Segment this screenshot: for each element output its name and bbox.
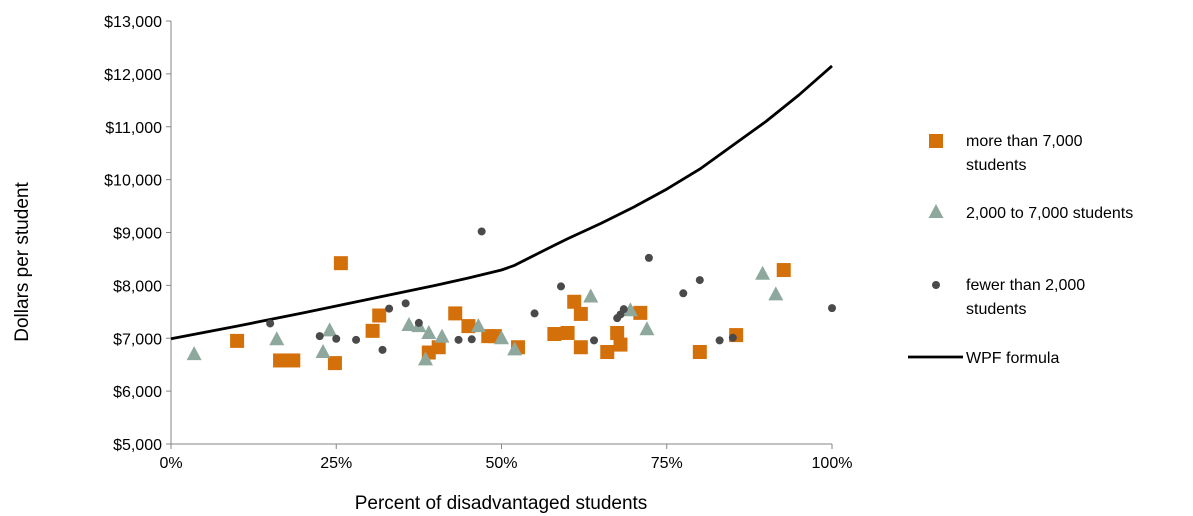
point-small-district <box>378 345 387 354</box>
y-tick-label: $12,000 <box>104 67 162 84</box>
tick-labels: $5,000 $6,000 $7,000 $8,000 $9,000 $10,000 $11… <box>104 14 852 472</box>
axes <box>166 20 833 449</box>
point-medium-district <box>583 288 599 303</box>
point-large-district <box>573 340 588 355</box>
point-large-district <box>547 327 562 342</box>
point-medium-district <box>421 324 437 339</box>
point-medium-district <box>269 331 285 346</box>
point-large-district <box>327 356 342 371</box>
point-large-district <box>286 353 301 368</box>
legend-label-1: more than 7,000 <box>966 133 1083 150</box>
point-medium-district <box>315 343 331 358</box>
point-large-district <box>365 323 380 338</box>
point-medium-district <box>768 286 784 301</box>
legend-marker-3 <box>932 281 940 289</box>
point-large-district <box>610 325 625 340</box>
legend-marker-1 <box>929 134 943 148</box>
y-tick-label: $9,000 <box>113 226 162 243</box>
legend-label-3: students <box>966 301 1026 318</box>
point-small-district <box>414 318 423 327</box>
point-large-district <box>692 344 707 359</box>
point-large-district <box>613 337 628 352</box>
y-tick-label: $13,000 <box>104 14 162 31</box>
point-medium-district <box>507 341 523 356</box>
point-large-district <box>573 306 588 321</box>
x-tick-label: 25% <box>320 455 352 472</box>
point-medium-district <box>622 302 638 317</box>
point-medium-district <box>470 318 486 333</box>
y-tick-label: $10,000 <box>104 173 162 190</box>
point-large-district <box>230 333 245 348</box>
y-tick-label: $6,000 <box>113 384 162 401</box>
y-tick-label: $8,000 <box>113 278 162 295</box>
point-large-district <box>431 340 446 355</box>
legend-label-3: fewer than 2,000 <box>966 277 1085 294</box>
y-tick-label: $7,000 <box>113 331 162 348</box>
legend-label-1: students <box>966 157 1026 174</box>
point-large-district <box>461 319 476 334</box>
point-small-district <box>477 227 486 236</box>
point-medium-district <box>494 330 509 345</box>
point-medium-district <box>434 328 450 343</box>
x-axis-title: Percent of disadvantaged students <box>355 493 648 514</box>
y-axis-title: Dollars per student <box>12 182 33 342</box>
point-small-district <box>556 282 565 291</box>
legend-label-2: 2,000 to 7,000 students <box>966 205 1133 222</box>
point-large-district <box>776 263 791 278</box>
point-small-district <box>590 336 599 345</box>
x-tick-label: 100% <box>812 455 853 472</box>
point-small-district <box>530 309 539 318</box>
point-small-district <box>315 332 324 341</box>
legend: more than 7,000 students 2,000 to 7,000 st… <box>908 133 1133 367</box>
point-small-district <box>401 299 410 308</box>
point-large-district <box>600 344 615 359</box>
point-small-district <box>715 336 724 345</box>
point-small-district <box>266 319 275 328</box>
point-small-district <box>385 304 394 313</box>
point-small-district <box>352 335 361 344</box>
point-large-district <box>372 308 387 323</box>
point-small-district <box>728 333 737 342</box>
point-small-district <box>679 289 688 298</box>
point-medium-district <box>417 351 433 366</box>
point-small-district <box>644 253 653 262</box>
point-large-district <box>448 306 463 321</box>
y-tick-label: $5,000 <box>113 437 162 454</box>
point-small-district <box>695 276 704 285</box>
point-medium-district <box>639 321 655 336</box>
x-tick-label: 75% <box>651 455 683 472</box>
point-small-district <box>619 305 628 314</box>
y-tick-label: $11,000 <box>105 120 162 137</box>
x-tick-label: 50% <box>485 455 517 472</box>
point-small-district <box>828 304 836 313</box>
point-medium-district <box>755 265 771 280</box>
data-points <box>186 227 836 371</box>
point-medium-district <box>186 346 202 361</box>
point-large-district <box>560 325 575 340</box>
point-small-district <box>332 334 341 343</box>
point-medium-district <box>401 317 417 332</box>
formula-line-layer <box>170 64 833 341</box>
point-large-district <box>633 305 648 320</box>
point-small-district <box>467 335 476 344</box>
wpf-formula-line <box>170 64 833 341</box>
point-large-district <box>567 294 582 309</box>
x-tick-label: 0% <box>159 455 182 472</box>
point-small-district <box>454 335 463 344</box>
legend-label-line: WPF formula <box>966 350 1059 367</box>
point-large-district <box>273 353 288 368</box>
point-large-district <box>333 256 348 271</box>
point-medium-district <box>322 322 338 337</box>
legend-marker-2 <box>928 204 944 218</box>
